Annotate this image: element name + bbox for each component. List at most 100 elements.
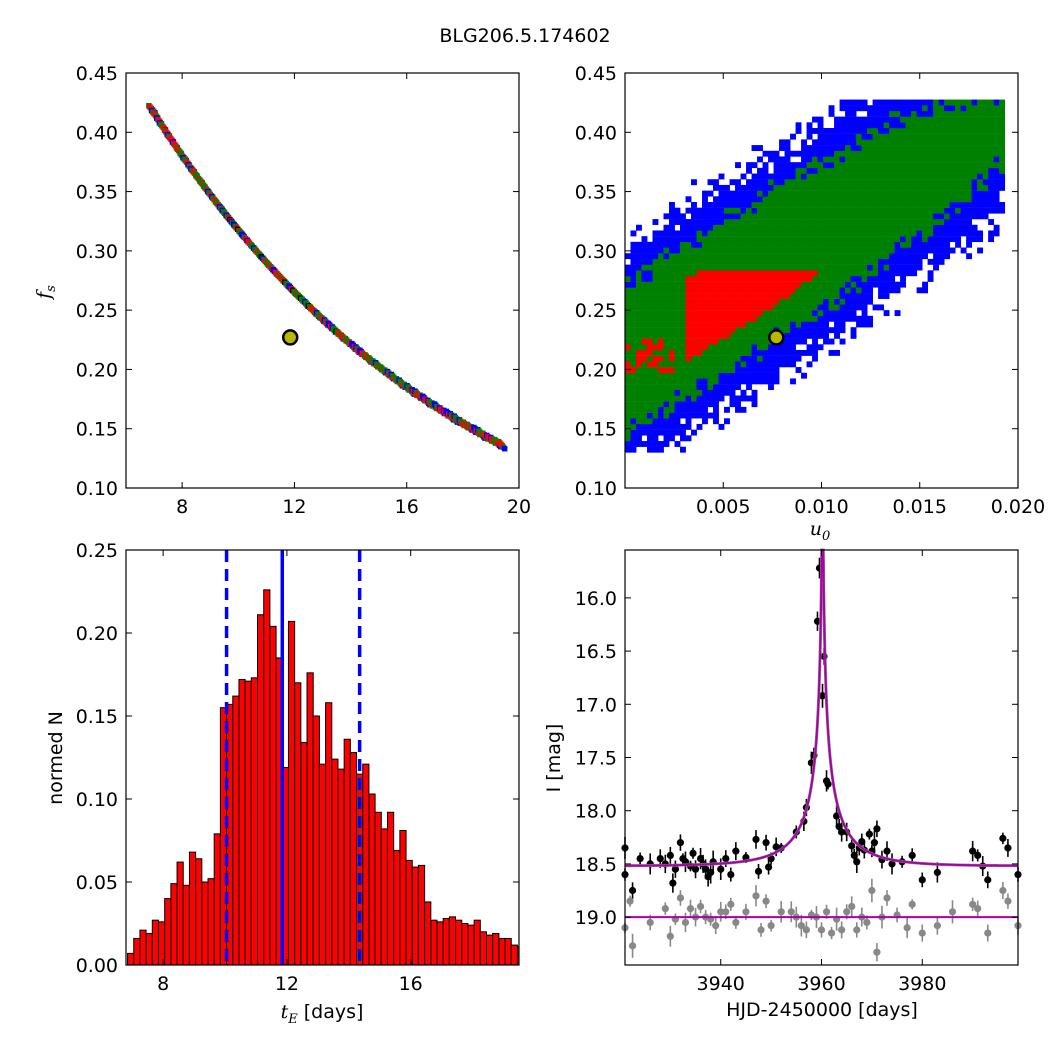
p2-cell	[988, 190, 995, 197]
p2-cell	[971, 116, 978, 123]
p2-cell	[834, 287, 840, 294]
p2-cell	[790, 310, 796, 317]
p2-cell	[735, 179, 741, 186]
p2-cell	[993, 179, 1000, 186]
p2-cell	[828, 184, 835, 191]
p2-cell	[674, 389, 681, 396]
panel-te-histogram: 8 12 160.000.050.100.150.200.25 normed N t…	[45, 540, 520, 1027]
p2-cell	[955, 184, 962, 191]
p2-cell	[751, 247, 758, 254]
p2-cell	[707, 412, 714, 419]
p2-cell	[795, 287, 802, 294]
p2-cell	[872, 173, 879, 180]
p2-cell	[812, 321, 818, 328]
p2-xtick-label: 0.010	[794, 496, 848, 518]
p2-cell	[680, 367, 686, 373]
p2-cell	[724, 253, 730, 260]
p2-cell	[729, 384, 736, 391]
p2-cell	[894, 224, 901, 231]
p2-cell	[647, 315, 653, 322]
p2-cell	[938, 184, 945, 191]
p2-cell	[872, 105, 879, 112]
p2-cell	[746, 162, 752, 169]
p2-cell	[625, 281, 631, 288]
p2-cell	[702, 338, 708, 345]
p2-cell	[905, 173, 912, 180]
p2-cell	[702, 230, 708, 237]
p4-xtick-label: 3980	[898, 973, 946, 995]
p2-cell	[663, 355, 670, 362]
p2-cell	[812, 201, 818, 208]
p2-cell	[762, 190, 769, 197]
p2-cell	[691, 247, 697, 254]
p2-cell	[636, 332, 642, 339]
p2-cell	[801, 224, 807, 231]
p3-bar	[405, 859, 413, 966]
p2-cell	[740, 315, 747, 322]
p2-cell	[680, 384, 686, 391]
p2-cell	[801, 372, 807, 379]
p2-cell	[724, 310, 730, 317]
p2-cell	[834, 304, 840, 311]
p2-cell	[696, 406, 703, 413]
p2-cell	[669, 435, 675, 442]
p2-cell	[647, 406, 653, 413]
p2-cell	[828, 219, 835, 225]
p2-cell	[630, 412, 637, 419]
p2-cell	[801, 167, 807, 174]
p2-cell	[922, 105, 929, 112]
p2-cell	[636, 401, 642, 408]
p2-cell	[751, 378, 758, 385]
p2-cell	[762, 367, 769, 373]
p2-cell	[746, 196, 752, 203]
p2-cell	[856, 241, 862, 248]
p2-cell	[724, 196, 730, 203]
p2-cell	[801, 281, 807, 288]
p2-cell	[944, 162, 951, 169]
p2-cell	[680, 378, 686, 385]
p2-cell	[801, 190, 807, 197]
p2-cell	[729, 281, 736, 288]
p2-cell	[938, 207, 945, 214]
p2-cell	[817, 196, 824, 203]
p2-cell	[729, 293, 736, 299]
p2-cell	[663, 327, 670, 334]
p2-cell	[806, 196, 813, 203]
p2-cell	[685, 384, 692, 391]
p2-cell	[702, 344, 708, 351]
p2-cell	[652, 236, 659, 243]
p2-cell	[949, 156, 956, 163]
p2-cell	[806, 241, 813, 248]
p2-cell	[922, 219, 929, 225]
p2-cell	[944, 213, 951, 220]
p2-cell	[823, 219, 829, 225]
p2-cell	[729, 298, 736, 305]
p2-cell	[674, 321, 681, 328]
p2-cell	[795, 332, 802, 339]
p2-cell	[960, 224, 967, 231]
p2-cell	[674, 378, 681, 385]
p2-cell	[735, 355, 741, 362]
p2-cell	[938, 173, 945, 180]
p2-cell	[955, 162, 962, 169]
p2-cell	[894, 122, 901, 129]
p2-cell	[702, 378, 708, 385]
p2-cell	[779, 230, 785, 237]
p2-cell	[658, 270, 664, 277]
p2-cell	[927, 270, 934, 277]
p2-cell	[751, 207, 758, 214]
p2-cell	[713, 384, 719, 391]
p2-cell	[795, 327, 802, 334]
p2-cell	[669, 395, 675, 402]
p2-cell	[845, 139, 851, 146]
p2-cell	[707, 247, 714, 254]
p2-cell	[641, 372, 648, 379]
p2-cell	[746, 167, 752, 174]
p2-cell	[916, 128, 923, 134]
p2-cell	[724, 287, 730, 294]
p2-cell	[861, 213, 868, 220]
p2-cell	[647, 446, 653, 453]
p2-cell	[938, 139, 945, 146]
p2-cell	[982, 145, 989, 151]
p3-bar	[250, 677, 259, 966]
